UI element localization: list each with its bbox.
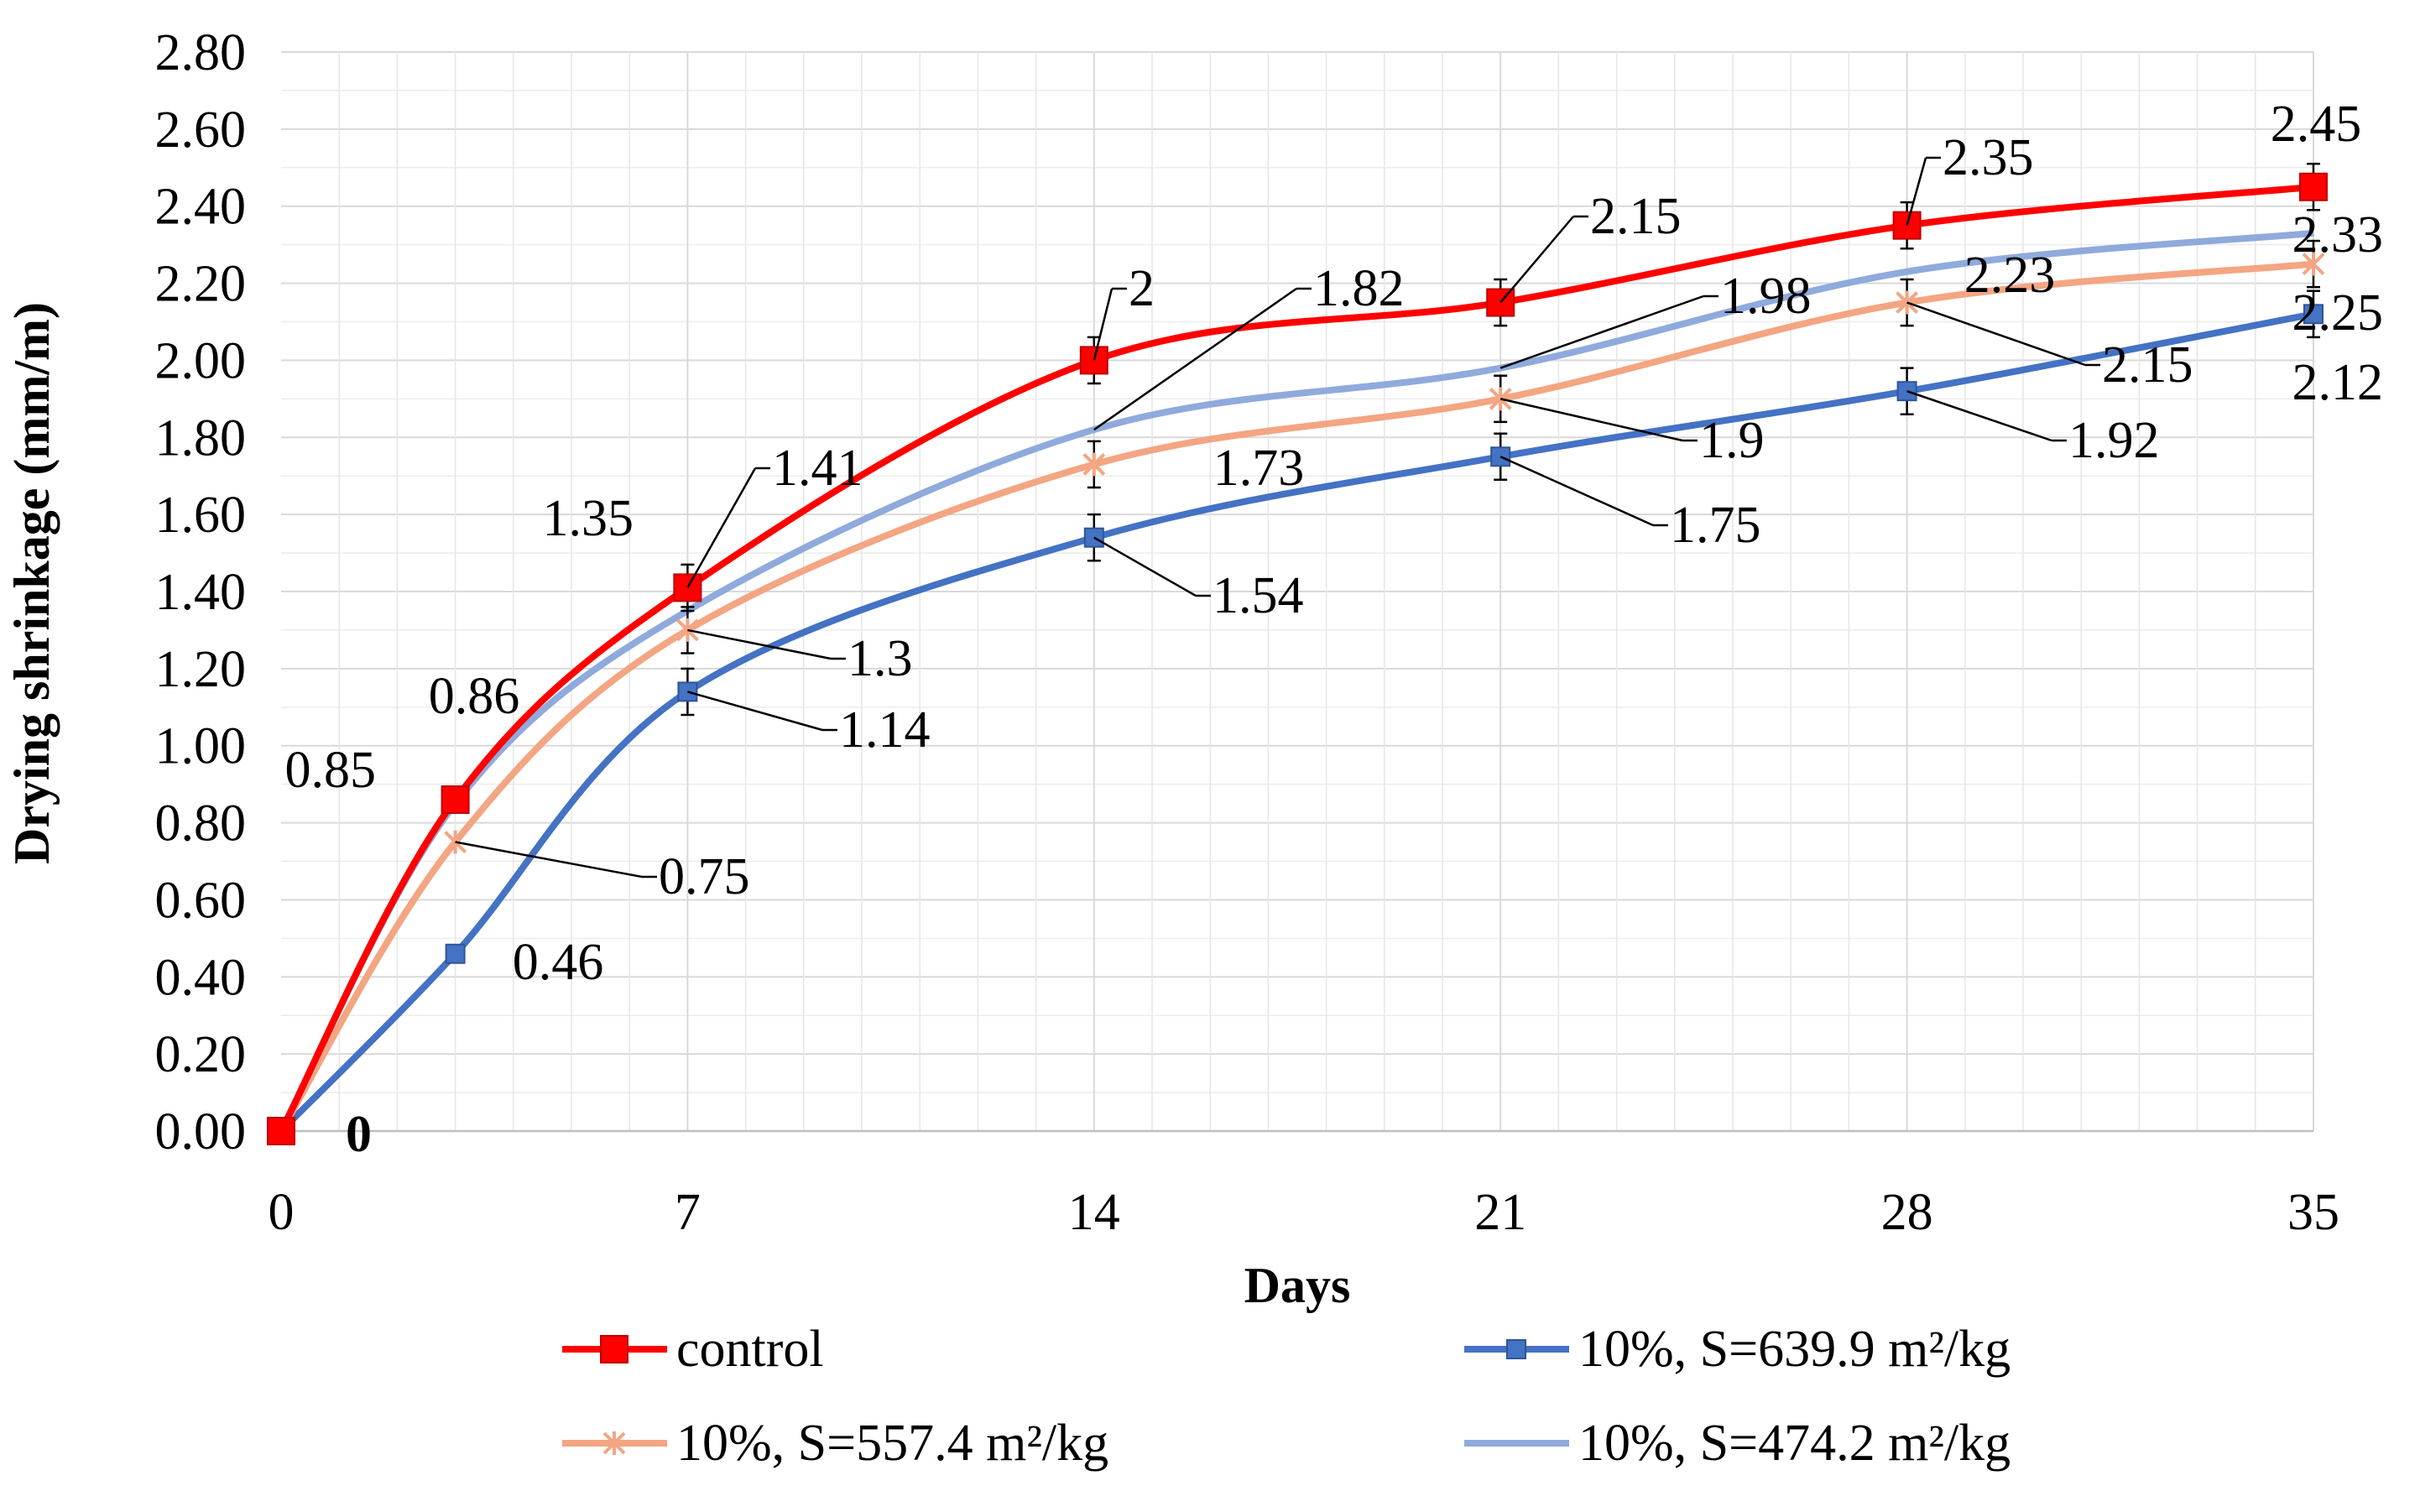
grid-lines <box>281 51 2314 1131</box>
label-leader-line <box>1906 301 2086 367</box>
y-tick-label: 1.60 <box>155 487 247 544</box>
data-label: 2 <box>1129 260 1155 317</box>
data-label: 0.86 <box>429 668 520 725</box>
data-label: 1.54 <box>1213 567 1304 624</box>
data-label: 1.75 <box>1670 497 1761 554</box>
data-point <box>600 1335 628 1363</box>
y-axis-title: Drying shrinkage (mm/m) <box>4 302 60 864</box>
data-point <box>1082 452 1106 477</box>
y-tick-label: 1.40 <box>155 564 247 621</box>
data-label: 2.25 <box>2292 284 2384 342</box>
label-leader-line <box>1499 398 1683 442</box>
label-leader-line <box>1093 287 1297 431</box>
legend-label: 10%, S=557.4 m²/kg <box>676 1415 1108 1472</box>
data-point <box>1489 387 1512 411</box>
x-tick-label: 28 <box>1881 1184 1933 1241</box>
legend-item[interactable]: 10%, S=639.9 m²/kg <box>1464 1321 2011 1378</box>
legend-label: 10%, S=474.2 m²/kg <box>1578 1415 2011 1472</box>
data-label: 2.35 <box>1943 129 2034 186</box>
data-label: 2.15 <box>2102 336 2193 394</box>
data-point <box>2302 252 2325 276</box>
y-tick-label: 2.40 <box>155 179 247 236</box>
y-tick-label: 0.00 <box>155 1103 247 1160</box>
data-point <box>267 1117 295 1145</box>
legend-item[interactable]: control <box>562 1321 824 1378</box>
label-leader-line <box>1499 456 1654 527</box>
legend[interactable]: control 10%, S=639.9 m²/kg 10%, S=557.4 m²… <box>562 1321 2011 1472</box>
y-tick-label: 0.60 <box>155 872 247 929</box>
axes: 0.00 0.20 0.40 0.60 0.80 1.00 1.20 1.40 1.60 1.80… <box>155 24 2340 1241</box>
label-leader-line <box>686 467 757 589</box>
data-label: 1.73 <box>1213 440 1305 497</box>
data-label: 2.23 <box>1964 247 2056 304</box>
data-label: 1.82 <box>1313 260 1405 317</box>
y-tick-label: 0.40 <box>155 949 247 1006</box>
data-label: 1.98 <box>1720 268 1812 325</box>
legend-item[interactable]: 10%, S=557.4 m²/kg <box>562 1415 1108 1472</box>
label-leader-line <box>1093 288 1114 361</box>
data-label: 1.35 <box>543 490 634 547</box>
data-point <box>1506 1339 1526 1359</box>
y-tick-label: 2.60 <box>155 102 247 159</box>
label-leader-line <box>687 691 823 732</box>
data-point <box>2299 172 2328 201</box>
series-markers <box>267 172 2328 1145</box>
data-label: 0 <box>346 1106 372 1163</box>
label-leader-line <box>455 841 643 879</box>
data-point <box>441 785 470 815</box>
legend-item[interactable]: 10%, S=474.2 m²/kg <box>1464 1415 2011 1472</box>
data-label: 2.33 <box>2292 206 2384 263</box>
data-label: 2.12 <box>2292 354 2384 411</box>
y-tick-label: 1.00 <box>155 718 247 775</box>
data-point <box>445 943 466 964</box>
data-label: 2.15 <box>1590 188 1682 245</box>
y-tick-label: 1.20 <box>155 641 247 698</box>
data-label: 1.92 <box>2068 412 2160 469</box>
label-leader-line <box>1499 295 1704 369</box>
y-tick-label: 2.00 <box>155 332 247 389</box>
data-labels: 0 0.86 1.41 2 2.15 2.35 2.45 0.46 1.14 1.54 1.75 1.… <box>285 96 2384 1163</box>
x-tick-label: 14 <box>1068 1184 1120 1241</box>
data-label: 1.9 <box>1699 412 1765 469</box>
data-label: 2.45 <box>2271 96 2362 153</box>
label-leader-line <box>687 628 832 660</box>
label-leader-line <box>1093 536 1197 597</box>
label-leader-line <box>1906 157 1927 227</box>
y-tick-label: 0.80 <box>155 795 247 852</box>
x-tick-label: 35 <box>2287 1184 2339 1241</box>
data-point <box>602 1431 626 1455</box>
legend-label: control <box>676 1321 824 1378</box>
y-tick-label: 2.20 <box>155 256 247 313</box>
data-label: 0.85 <box>285 742 377 799</box>
data-label: 0.75 <box>659 848 750 905</box>
y-tick-label: 0.20 <box>155 1026 247 1083</box>
x-axis-title: Days <box>1244 1258 1351 1313</box>
data-label: 1.3 <box>848 630 913 687</box>
series-line <box>278 229 2314 1133</box>
x-tick-label: 7 <box>675 1184 701 1241</box>
data-label: 0.46 <box>513 934 604 991</box>
x-tick-label: 0 <box>269 1184 295 1241</box>
data-point <box>2303 304 2324 325</box>
legend-label: 10%, S=639.9 m²/kg <box>1578 1321 2011 1378</box>
y-tick-label: 2.80 <box>155 24 247 81</box>
x-tick-label: 21 <box>1474 1184 1526 1241</box>
label-leader-line <box>1906 389 2052 442</box>
data-label: 1.41 <box>772 440 863 497</box>
y-tick-label: 1.80 <box>155 409 247 467</box>
data-label: 1.14 <box>839 701 931 759</box>
label-leader-line <box>1499 216 1574 304</box>
data-point <box>1892 211 1922 240</box>
